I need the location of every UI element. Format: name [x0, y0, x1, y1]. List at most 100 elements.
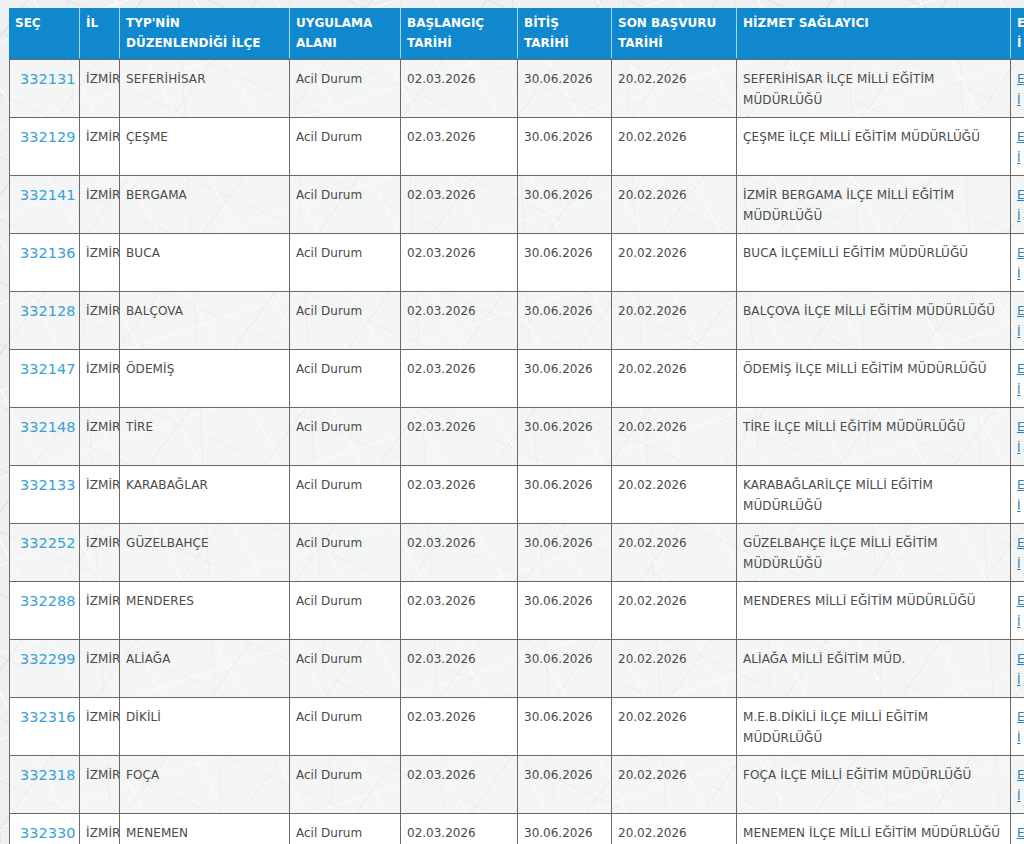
program-id-link[interactable]: 332147: [20, 361, 75, 377]
ilce-cell: TİRE: [120, 408, 290, 466]
il-cell: İZMİR: [80, 118, 120, 176]
saglayici-cell: ÖDEMİŞ İLÇE MİLLİ EĞİTİM MÜDÜRLÜĞÜ: [737, 350, 1011, 408]
baslangic-cell: 02.03.2026: [401, 408, 518, 466]
basvuru-cell: 20.02.2026: [612, 524, 737, 582]
row-action-link[interactable]: E İ: [1017, 594, 1024, 629]
islem-cell: E İ: [1011, 582, 1024, 640]
baslangic-cell: 02.03.2026: [401, 234, 518, 292]
row-action-link[interactable]: E İ: [1017, 130, 1024, 165]
basvuru-cell: 20.02.2026: [612, 118, 737, 176]
program-id-link[interactable]: 332129: [20, 129, 75, 145]
program-id-link[interactable]: 332131: [20, 71, 75, 87]
row-action-link[interactable]: E İ: [1017, 304, 1024, 339]
saglayici-cell: BALÇOVA İLÇE MİLLİ EĞİTİM MÜDÜRLÜĞÜ: [737, 292, 1011, 350]
baslangic-cell: 02.03.2026: [401, 698, 518, 756]
basvuru-cell: 20.02.2026: [612, 408, 737, 466]
row-action-link[interactable]: E İ: [1017, 420, 1024, 455]
islem-cell: E İ: [1011, 234, 1024, 292]
sec-cell: 332129: [9, 118, 80, 176]
program-id-link[interactable]: 332316: [20, 709, 75, 725]
table-row: 332128İZMİRBALÇOVAAcil Durum02.03.202630…: [9, 292, 1024, 350]
alan-cell: Acil Durum: [290, 582, 401, 640]
saglayici-cell: SEFERİHİSAR İLÇE MİLLİ EĞİTİM MÜDÜRLÜĞÜ: [737, 59, 1011, 118]
baslangic-cell: 02.03.2026: [401, 524, 518, 582]
bitis-cell: 30.06.2026: [518, 292, 612, 350]
bitis-cell: 30.06.2026: [518, 640, 612, 698]
ilce-cell: DİKİLİ: [120, 698, 290, 756]
column-header-bitis: BİTİŞ TARİHİ: [518, 8, 612, 59]
alan-cell: Acil Durum: [290, 466, 401, 524]
islem-cell: E İ: [1011, 350, 1024, 408]
bitis-cell: 30.06.2026: [518, 59, 612, 118]
bitis-cell: 30.06.2026: [518, 582, 612, 640]
il-cell: İZMİR: [80, 408, 120, 466]
il-cell: İZMİR: [80, 350, 120, 408]
row-action-link[interactable]: E İ: [1017, 652, 1024, 687]
saglayici-cell: BUCA İLÇEMİLLİ EĞİTİM MÜDÜRLÜĞÜ: [737, 234, 1011, 292]
saglayici-cell: TİRE İLÇE MİLLİ EĞİTİM MÜDÜRLÜĞÜ: [737, 408, 1011, 466]
alan-cell: Acil Durum: [290, 756, 401, 814]
program-id-link[interactable]: 332318: [20, 767, 75, 783]
program-id-link[interactable]: 332133: [20, 477, 75, 493]
table-row: 332330İZMİRMENEMENAcil Durum02.03.202630…: [9, 814, 1024, 844]
table-row: 332129İZMİRÇEŞMEAcil Durum02.03.202630.0…: [9, 118, 1024, 176]
basvuru-cell: 20.02.2026: [612, 466, 737, 524]
table-row: 332299İZMİRALİAĞAAcil Durum02.03.202630.…: [9, 640, 1024, 698]
sec-cell: 332147: [9, 350, 80, 408]
header-row: SEÇİLTYP'NİN DÜZENLENDİĞİ İLÇEUYGULAMA A…: [9, 8, 1024, 59]
row-action-link[interactable]: E İ: [1017, 246, 1024, 281]
row-action-link[interactable]: E İ: [1017, 826, 1024, 844]
alan-cell: Acil Durum: [290, 118, 401, 176]
il-cell: İZMİR: [80, 59, 120, 118]
ilce-cell: ÖDEMİŞ: [120, 350, 290, 408]
table-row: 332288İZMİRMENDERESAcil Durum02.03.20263…: [9, 582, 1024, 640]
islem-cell: E İ: [1011, 814, 1024, 844]
ilce-cell: MENEMEN: [120, 814, 290, 844]
bitis-cell: 30.06.2026: [518, 118, 612, 176]
row-action-link[interactable]: E İ: [1017, 536, 1024, 571]
bitis-cell: 30.06.2026: [518, 698, 612, 756]
row-action-link[interactable]: E İ: [1017, 710, 1024, 745]
sec-cell: 332133: [9, 466, 80, 524]
program-id-link[interactable]: 332288: [20, 593, 75, 609]
table-row: 332131İZMİRSEFERİHİSARAcil Durum02.03.20…: [9, 59, 1024, 118]
islem-cell: E İ: [1011, 466, 1024, 524]
il-cell: İZMİR: [80, 582, 120, 640]
program-id-link[interactable]: 332330: [20, 825, 75, 841]
row-action-link[interactable]: E İ: [1017, 72, 1024, 107]
row-action-link[interactable]: E İ: [1017, 478, 1024, 513]
alan-cell: Acil Durum: [290, 698, 401, 756]
il-cell: İZMİR: [80, 698, 120, 756]
program-id-link[interactable]: 332136: [20, 245, 75, 261]
program-id-link[interactable]: 332299: [20, 651, 75, 667]
islem-cell: E İ: [1011, 640, 1024, 698]
program-id-link[interactable]: 332141: [20, 187, 75, 203]
sec-cell: 332252: [9, 524, 80, 582]
sec-cell: 332128: [9, 292, 80, 350]
alan-cell: Acil Durum: [290, 176, 401, 234]
basvuru-cell: 20.02.2026: [612, 234, 737, 292]
islem-cell: E İ: [1011, 292, 1024, 350]
ilce-cell: SEFERİHİSAR: [120, 59, 290, 118]
saglayici-cell: MENDERES MİLLİ EĞİTİM MÜDÜRLÜĞÜ: [737, 582, 1011, 640]
row-action-link[interactable]: E İ: [1017, 768, 1024, 803]
program-id-link[interactable]: 332148: [20, 419, 75, 435]
baslangic-cell: 02.03.2026: [401, 466, 518, 524]
alan-cell: Acil Durum: [290, 350, 401, 408]
il-cell: İZMİR: [80, 814, 120, 844]
column-header-il: İL: [80, 8, 120, 59]
baslangic-cell: 02.03.2026: [401, 59, 518, 118]
typ-listing-page: SEÇİLTYP'NİN DÜZENLENDİĞİ İLÇEUYGULAMA A…: [0, 0, 1024, 844]
program-id-link[interactable]: 332128: [20, 303, 75, 319]
program-id-link[interactable]: 332252: [20, 535, 75, 551]
sec-cell: 332148: [9, 408, 80, 466]
bitis-cell: 30.06.2026: [518, 234, 612, 292]
basvuru-cell: 20.02.2026: [612, 59, 737, 118]
row-action-link[interactable]: E İ: [1017, 188, 1024, 223]
bitis-cell: 30.06.2026: [518, 814, 612, 844]
typ-listing-table: SEÇİLTYP'NİN DÜZENLENDİĞİ İLÇEUYGULAMA A…: [9, 8, 1024, 844]
saglayici-cell: FOÇA İLÇE MİLLİ EĞİTİM MÜDÜRLÜĞÜ: [737, 756, 1011, 814]
row-action-link[interactable]: E İ: [1017, 362, 1024, 397]
column-header-sec: SEÇ: [9, 8, 80, 59]
basvuru-cell: 20.02.2026: [612, 176, 737, 234]
